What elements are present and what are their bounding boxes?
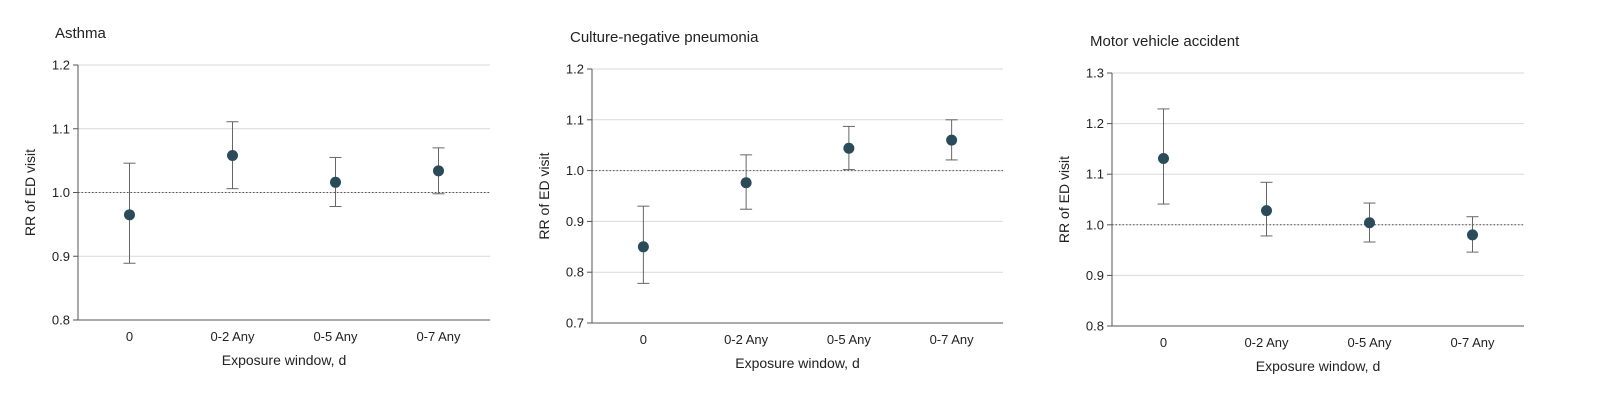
y-tick-label: 1.2 xyxy=(52,58,70,73)
x-axis-label: Exposure window, d xyxy=(1256,358,1381,374)
y-tick-label: 1.3 xyxy=(1086,66,1104,81)
y-tick-label: 0.8 xyxy=(566,265,584,280)
y-axis-label: RR of ED visit xyxy=(536,152,552,239)
data-point xyxy=(637,241,649,253)
chart-panel: Motor vehicle accident 0.8 0.9 1.0 1.1 1.2 1.3… xyxy=(1056,33,1524,374)
y-tick-label: 1.1 xyxy=(52,121,70,136)
data-point xyxy=(740,177,752,189)
x-tick-label: 0-2 Any xyxy=(1244,335,1289,350)
y-tick-label: 1.0 xyxy=(52,185,70,200)
y-tick-label: 0.9 xyxy=(566,214,584,229)
chart-title: Culture-negative pneumonia xyxy=(570,29,759,46)
y-tick-label: 0.9 xyxy=(52,249,70,264)
x-tick-label: 0-5 Any xyxy=(313,329,358,344)
x-tick-label: 0-5 Any xyxy=(827,332,872,347)
y-tick-label: 1.1 xyxy=(566,112,584,127)
y-tick-label: 1.2 xyxy=(566,62,584,77)
x-tick-label: 0-5 Any xyxy=(1347,335,1392,350)
chart-title: Motor vehicle accident xyxy=(1090,33,1240,50)
data-point xyxy=(1158,153,1169,165)
y-tick-label: 1.0 xyxy=(566,163,584,178)
x-tick-label: 0-7 Any xyxy=(930,332,975,347)
x-axis-label: Exposure window, d xyxy=(222,352,347,368)
y-tick-label: 1.1 xyxy=(1086,167,1104,182)
x-tick-label: 0-2 Any xyxy=(724,332,769,347)
data-point xyxy=(843,142,855,154)
data-point xyxy=(946,134,958,146)
x-tick-label: 0-7 Any xyxy=(416,329,461,344)
y-tick-label: 1.0 xyxy=(1086,217,1104,232)
y-axis-label: RR of ED visit xyxy=(22,149,38,236)
x-axis-label: Exposure window, d xyxy=(735,355,860,371)
y-tick-label: 1.2 xyxy=(1086,116,1104,131)
data-point xyxy=(1467,229,1478,241)
y-tick-label: 0.8 xyxy=(52,313,70,328)
y-tick-label: 0.9 xyxy=(1086,268,1104,283)
data-point xyxy=(227,150,238,162)
x-tick-label: 0-7 Any xyxy=(1450,335,1495,350)
chart-panel: Culture-negative pneumonia 0.7 0.8 0.9 1.0 1.… xyxy=(536,29,1003,371)
data-point xyxy=(124,209,135,221)
y-axis-label: RR of ED visit xyxy=(1056,156,1072,243)
x-tick-label: 0 xyxy=(126,329,133,344)
x-tick-label: 0-2 Any xyxy=(210,329,255,344)
chart-panel: Asthma 0.8 0.9 1.0 1.1 1.2 0 0-2 Any 0-5 Any 0-7 … xyxy=(22,25,490,368)
x-tick-label: 0 xyxy=(640,332,647,347)
data-point xyxy=(330,176,341,188)
chart-title: Asthma xyxy=(55,25,107,42)
data-point xyxy=(1261,205,1272,217)
data-point xyxy=(1364,217,1375,229)
y-tick-label: 0.8 xyxy=(1086,319,1104,334)
y-tick-label: 0.7 xyxy=(566,316,584,331)
x-tick-label: 0 xyxy=(1160,335,1167,350)
data-point xyxy=(433,165,444,177)
